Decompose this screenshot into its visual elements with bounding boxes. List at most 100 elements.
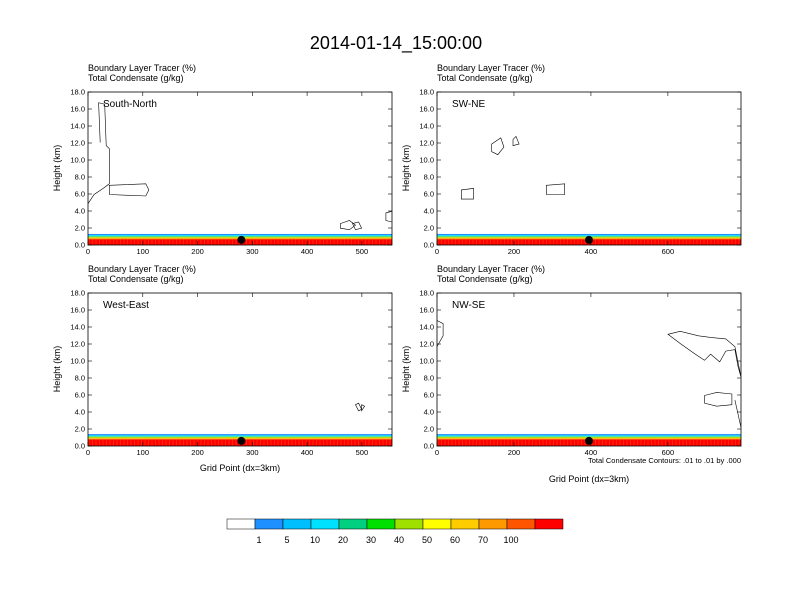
- colorbar-label: 10: [310, 535, 320, 545]
- tracer-band: [88, 233, 392, 236]
- y-tick-label: 2.0: [75, 224, 85, 233]
- x-tick-label: 600: [662, 448, 675, 457]
- colorbar-label: 5: [284, 535, 289, 545]
- panel-south-north: Boundary Layer Tracer (%) Total Condensa…: [52, 63, 393, 256]
- tracer-band: [437, 435, 741, 437]
- colorbar-swatch: [282, 518, 312, 530]
- x-tick-label: 400: [301, 448, 314, 457]
- y-tick-label: 4.0: [424, 207, 434, 216]
- main-title: 2014-01-14_15:00:00: [310, 33, 482, 54]
- x-tick-label: 0: [435, 448, 439, 457]
- y-tick-label: 4.0: [75, 408, 85, 417]
- colorbar-swatch: [534, 518, 564, 530]
- y-tick-label: 6.0: [424, 391, 434, 400]
- y-tick-label: 0.0: [75, 241, 85, 250]
- y-tick-label: 0.0: [75, 442, 85, 451]
- contour-field-title: Total Condensate (g/kg): [88, 274, 184, 284]
- panel-west-east: Boundary Layer Tracer (%) Total Condensa…: [52, 264, 393, 473]
- colorbar-label: 1: [256, 535, 261, 545]
- y-tick-label: 2.0: [424, 224, 434, 233]
- shaded-field-title: Boundary Layer Tracer (%): [437, 63, 545, 73]
- y-tick-label: 18.0: [419, 88, 434, 97]
- y-tick-label: 8.0: [75, 374, 85, 383]
- x-tick-label: 400: [585, 247, 598, 256]
- colorbar-swatch: [506, 518, 536, 530]
- contour-note: Total Condensate Contours: .01 to .01 by…: [588, 456, 741, 465]
- plot-frame: [436, 292, 742, 447]
- y-tick-label: 12.0: [70, 139, 85, 148]
- plot-area: 0.0 2.0 4.0 6.0 8.0 10.0 12.0 14.0 16.0 18.0 0 100 2…: [70, 289, 393, 457]
- plot-area: 0.0 2.0 4.0 6.0 8.0 10.0 12.0 14.0 16.0 18.0 0 100 2…: [70, 88, 393, 256]
- y-tick-label: 2.0: [75, 425, 85, 434]
- y-tick-label: 12.0: [419, 139, 434, 148]
- y-tick-label: 14.0: [70, 323, 85, 332]
- plot-frame: [87, 91, 393, 246]
- y-tick-label: 8.0: [424, 374, 434, 383]
- y-tick-label: 10.0: [419, 357, 434, 366]
- panel-name: NW-SE: [452, 300, 485, 311]
- x-axis-label: Grid Point (dx=3km): [200, 463, 280, 473]
- location-marker: [585, 235, 593, 244]
- condensate-contour: [436, 320, 742, 428]
- contour-field-title: Total Condensate (g/kg): [437, 274, 533, 284]
- plot-frame: [87, 292, 393, 447]
- tracer-band: [88, 434, 392, 436]
- plot-frame: [436, 91, 742, 246]
- colorbar-label: 40: [394, 535, 404, 545]
- y-tick-label: 4.0: [424, 408, 434, 417]
- y-axis-label: Height (km): [401, 346, 411, 393]
- colorbar: 1 5 10 20 30 40 50 60 70 100: [226, 518, 564, 545]
- x-tick-label: 200: [508, 448, 521, 457]
- y-tick-label: 10.0: [419, 156, 434, 165]
- colorbar-label: 50: [422, 535, 432, 545]
- x-tick-label: 600: [662, 247, 675, 256]
- panel-sw-ne: Boundary Layer Tracer (%) Total Condensa…: [401, 63, 742, 256]
- y-tick-label: 12.0: [419, 340, 434, 349]
- x-tick-label: 400: [301, 247, 314, 256]
- tracer-band: [88, 235, 392, 237]
- x-tick-label: 100: [137, 247, 150, 256]
- colorbar-swatch: [366, 518, 396, 530]
- y-tick-label: 14.0: [70, 122, 85, 131]
- colorbar-swatch: [394, 518, 424, 530]
- x-tick-label: 200: [508, 247, 521, 256]
- x-tick-label: 400: [585, 448, 598, 457]
- colorbar-label: 30: [366, 535, 376, 545]
- x-tick-label: 200: [191, 247, 204, 256]
- shaded-field-title: Boundary Layer Tracer (%): [437, 264, 545, 274]
- x-tick-label: 300: [246, 448, 259, 457]
- x-tick-label: 0: [86, 448, 90, 457]
- y-tick-label: 18.0: [70, 88, 85, 97]
- y-tick-label: 2.0: [424, 425, 434, 434]
- y-tick-label: 8.0: [424, 173, 434, 182]
- y-tick-label: 0.0: [424, 241, 434, 250]
- tracer-band: [88, 435, 392, 437]
- x-tick-label: 500: [356, 448, 369, 457]
- contour-field-title: Total Condensate (g/kg): [88, 73, 184, 83]
- x-tick-label: 500: [356, 247, 369, 256]
- condensate-contour: [87, 102, 393, 231]
- y-tick-label: 18.0: [70, 289, 85, 298]
- y-tick-label: 6.0: [424, 190, 434, 199]
- tracer-band: [437, 233, 741, 236]
- y-tick-label: 16.0: [70, 306, 85, 315]
- colorbar-label: 70: [478, 535, 488, 545]
- location-marker: [237, 436, 246, 445]
- tracer-band: [437, 434, 741, 436]
- x-tick-label: 200: [191, 448, 204, 457]
- x-tick-label: 100: [137, 448, 150, 457]
- y-tick-label: 10.0: [70, 357, 85, 366]
- location-marker: [237, 235, 246, 244]
- y-tick-label: 8.0: [75, 173, 85, 182]
- colorbar-swatch: [450, 518, 480, 530]
- x-tick-label: 300: [246, 247, 259, 256]
- colorbar-label: 100: [503, 535, 518, 545]
- y-tick-label: 4.0: [75, 207, 85, 216]
- colorbar-swatch: [254, 518, 284, 530]
- tracer-band: [437, 235, 741, 237]
- plot-area: 0.0 2.0 4.0 6.0 8.0 10.0 12.0 14.0 16.0 18.0 0 200 4…: [419, 289, 742, 457]
- panel-name: SW-NE: [452, 99, 485, 110]
- colorbar-swatch: [338, 518, 368, 530]
- y-tick-label: 6.0: [75, 190, 85, 199]
